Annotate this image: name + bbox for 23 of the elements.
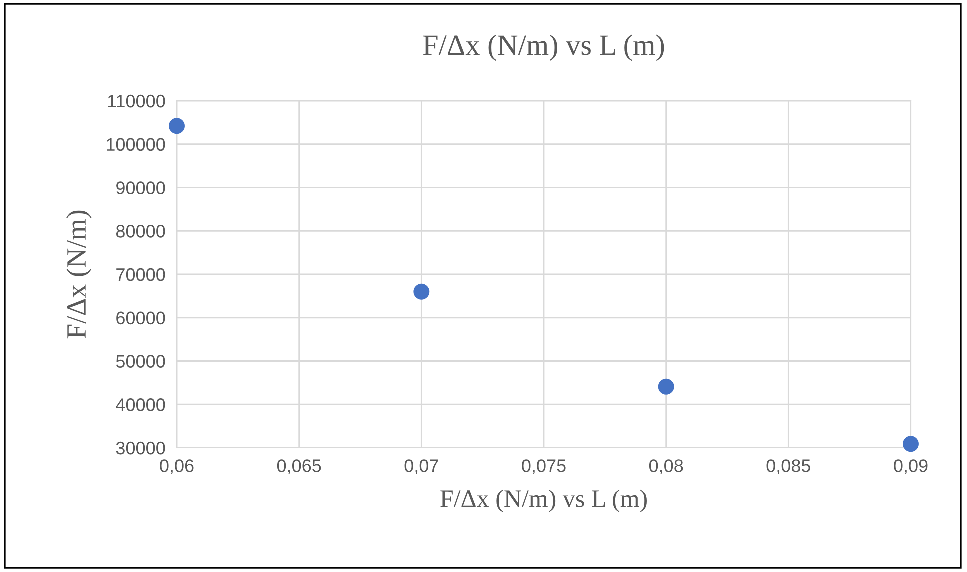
x-tick-label: 0,06 bbox=[160, 460, 194, 475]
y-tick-label: 70000 bbox=[116, 268, 166, 282]
y-tick-label: 90000 bbox=[116, 182, 166, 194]
x-tick-label: 0,085 bbox=[766, 460, 811, 475]
y-tick-label: 100000 bbox=[107, 138, 166, 152]
x-axis-title: F/Δx (N/m) vs L (m) bbox=[440, 490, 647, 513]
y-tick-label: 30000 bbox=[116, 442, 166, 455]
point bbox=[903, 436, 919, 452]
x-tick-label: 0,09 bbox=[894, 460, 928, 475]
point bbox=[169, 118, 185, 134]
point bbox=[414, 284, 430, 300]
y-tick-label: 60000 bbox=[116, 312, 166, 325]
chart-title: F/Δx (N/m) vs L (m) bbox=[423, 34, 664, 62]
x-tick-label: 0,075 bbox=[522, 460, 566, 475]
x-tick-label: 0,08 bbox=[649, 460, 684, 475]
point bbox=[658, 378, 674, 395]
y-tick-label: 40000 bbox=[116, 398, 166, 412]
x-tick-label: 0,07 bbox=[404, 460, 438, 475]
y-axis-title: F/Δx (N/m) bbox=[66, 210, 92, 339]
y-tick-label: 110000 bbox=[108, 94, 166, 108]
x-tick-label: 0,065 bbox=[277, 460, 322, 475]
y-tick-label: 50000 bbox=[116, 355, 166, 368]
y-tick-label: 80000 bbox=[116, 225, 166, 238]
